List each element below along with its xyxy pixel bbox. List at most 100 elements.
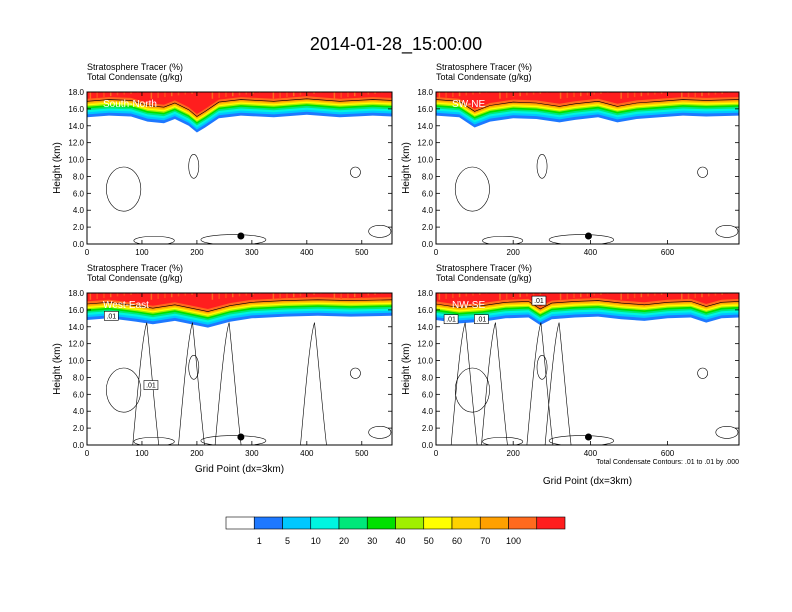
y-tick-label: 16.0 [68,306,84,315]
condensate-contour [200,435,267,445]
x-tick-label: 0 [85,248,90,257]
y-tick-label: 2.0 [73,223,85,232]
contour-label-box [143,380,159,390]
plot-frame [86,91,393,245]
tracer-contour-line [87,98,392,117]
y-tick-label: 14.0 [68,323,84,332]
colorbar-swatch [451,516,481,530]
condensate-contour [368,224,392,238]
condensate-contour [697,166,708,178]
y-tick-label: 2.0 [422,223,434,232]
contour-note: Total Condensate Contours: .01 to .01 by… [596,459,739,466]
field [436,293,739,445]
colorbar-swatch [282,516,312,530]
colorbar-label: 10 [311,536,321,546]
x-tick-label: 400 [584,248,598,257]
x-tick-label: 100 [135,248,149,257]
tracer-contour-line [436,300,739,310]
plot-frame [86,292,393,446]
tracer-band-10 [87,92,392,114]
condensate-column-contour [178,322,205,445]
colorbar-label: 1 [257,536,262,546]
colorbar-label: 20 [339,536,349,546]
y-tick-label: 16.0 [68,105,84,114]
y-tick-label: 10.0 [68,156,84,165]
condensate-contour [133,235,175,244]
colorbar-label: 30 [367,536,377,546]
condensate-contour [536,355,548,380]
y-tick-label: 14.0 [68,122,84,131]
x-tick-label: 400 [300,449,314,458]
y-tick-label: 0.0 [422,240,434,249]
y-tick-label: 12.0 [68,340,84,349]
panel-header-tracer: Stratosphere Tracer (%) [87,263,183,273]
y-axis-label: Height (km) [52,343,63,395]
location-marker [584,433,592,441]
condensate-column-contour [214,322,242,445]
colorbar-swatch [479,516,509,530]
y-tick-label: 8.0 [422,373,434,382]
condensate-contour [482,235,524,244]
y-tick-label: 8.0 [73,172,85,181]
colorbar: 1 5 10 20 30 40 50 60 70 100 [225,516,566,546]
y-tick-label: 6.0 [73,189,85,198]
y-tick-label: 2.0 [73,424,85,433]
condensate-contour [715,224,739,238]
condensate-contour [454,166,490,212]
contour-label-box [443,314,459,325]
y-axis-label: Height (km) [401,142,412,194]
tracer-band-10 [87,293,392,309]
condensate-contour [548,435,615,445]
condensate-column-contour [526,322,554,445]
panels: Stratosphere Tracer (%) Total Condensate … [52,62,740,487]
condensate-contour [368,425,392,439]
y-tick-label: 14.0 [417,323,433,332]
colorbar-swatch [423,516,453,530]
x-tick-label: 600 [661,248,675,257]
condensate-column-contour [544,322,572,445]
condensate-contour [106,367,142,413]
figure-title: 2014-01-28_15:00:00 [310,34,482,55]
y-tick-label: 14.0 [417,122,433,131]
colorbar-label: 5 [285,536,290,546]
panel-nw-se: Stratosphere Tracer (%)Total Condensate … [401,263,740,487]
condensate-contour [536,154,548,179]
condensate-column-contour [450,322,478,445]
y-tick-label: 16.0 [417,105,433,114]
panel-west-east: Stratosphere Tracer (%)Total Condensate … [52,263,393,475]
x-tick-label: 500 [355,449,369,458]
x-tick-label: 200 [190,449,204,458]
y-tick-label: 4.0 [422,407,434,416]
panel-label: West-East [103,300,149,311]
colorbar-label: 40 [395,536,405,546]
condensate-contour [715,425,739,439]
condensate-contour [350,367,361,379]
y-tick-label: 18.0 [417,88,433,97]
y-axis-label: Height (km) [52,142,63,194]
panel-header-condensate: Total Condensate (g/kg) [87,72,183,82]
condensate-contour [350,166,361,178]
tracer-band-10 [436,293,739,307]
panel-header-condensate: Total Condensate (g/kg) [436,273,532,283]
x-tick-label: 200 [507,248,521,257]
condensate-contour [200,234,267,244]
colorbar-swatch [395,516,425,530]
y-axis-label: Height (km) [401,343,412,395]
plot-frame [435,292,740,446]
panel-label: South-North [103,99,157,110]
y-tick-label: 8.0 [73,373,85,382]
y-tick-label: 18.0 [68,289,84,298]
y-tick-label: 0.0 [73,240,85,249]
y-tick-label: 16.0 [417,306,433,315]
tracer-contour-line [436,99,739,112]
y-tick-label: 18.0 [417,289,433,298]
y-tick-label: 12.0 [68,139,84,148]
panel-south-north: Stratosphere Tracer (%)Total Condensate … [52,62,393,257]
location-marker [237,433,245,441]
y-tick-label: 4.0 [73,407,85,416]
y-tick-label: 18.0 [68,88,84,97]
x-tick-label: 200 [507,449,521,458]
condensate-contour [548,234,615,244]
x-tick-label: 400 [300,248,314,257]
